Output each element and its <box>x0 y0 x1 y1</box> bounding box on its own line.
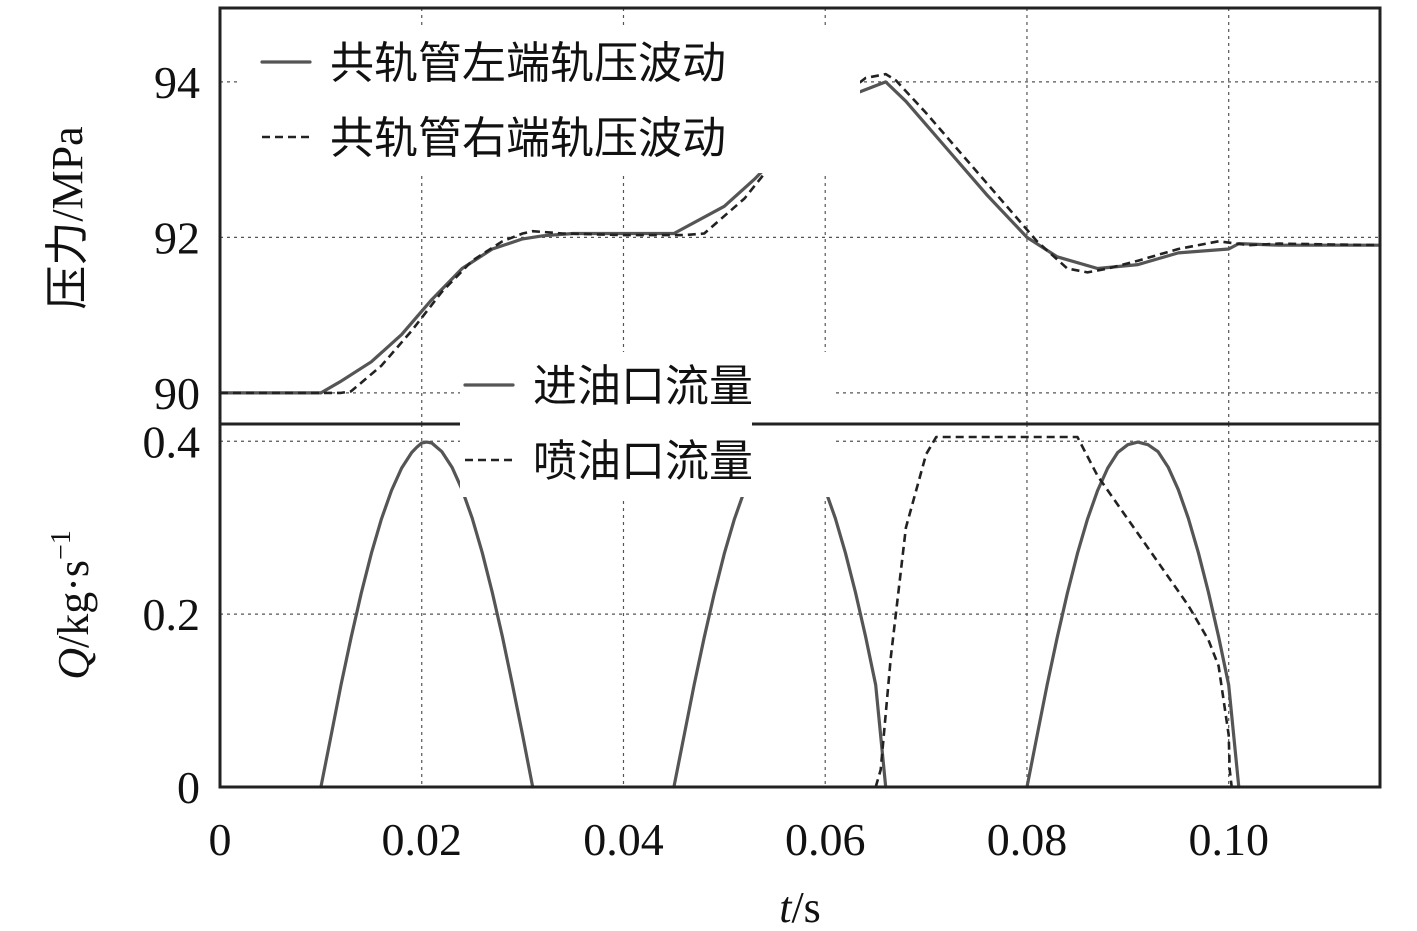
bottom-y-axis-title-symbol: Q <box>49 648 98 680</box>
x-tick-label: 0.06 <box>785 814 866 865</box>
top-y-tick-label: 90 <box>154 368 200 419</box>
x-tick-label: 0.08 <box>987 814 1068 865</box>
bottom-y-tick-label: 0.2 <box>143 589 201 640</box>
bottom-legend-label-1: 进油口流量 <box>533 361 753 412</box>
x-tick-label: 0.02 <box>381 814 462 865</box>
bottom-y-tick-label: 0 <box>177 762 200 813</box>
bottom-legend: 进油口流量 喷油口流量 <box>460 352 835 497</box>
bottom-y-axis-title-unit: /kg·s <box>49 560 98 648</box>
x-tick-labels: 0 0.02 0.04 0.06 0.08 0.10 <box>209 814 1269 865</box>
bottom-y-axis-title-exponent: −1 <box>46 530 77 560</box>
top-legend-label-1: 共轨管左端轨压波动 <box>330 38 726 89</box>
top-legend-background <box>240 28 860 173</box>
x-tick-label: 0.10 <box>1188 814 1269 865</box>
x-axis-title-symbol: t <box>779 883 793 931</box>
x-tick-label: 0.04 <box>583 814 664 865</box>
top-legend-label-2: 共轨管右端轨压波动 <box>330 113 726 164</box>
bottom-y-tick-labels: 0 0.2 0.4 <box>143 416 201 813</box>
top-y-tick-label: 94 <box>154 57 200 108</box>
top-y-tick-labels: 90 92 94 <box>154 57 200 419</box>
bottom-legend-label-2: 喷油口流量 <box>533 436 753 487</box>
plot-frame <box>218 6 1382 789</box>
top-panel-gridlines <box>220 8 1380 424</box>
top-y-tick-label: 92 <box>154 212 200 263</box>
top-legend: 共轨管左端轨压波动 共轨管右端轨压波动 <box>240 28 860 173</box>
x-axis-title-unit: /s <box>791 883 820 931</box>
x-tick-label: 0 <box>209 814 232 865</box>
bottom-panel-gridlines <box>220 424 1380 787</box>
top-y-axis-title: 压力/MPa <box>43 126 92 309</box>
x-axis-title: t/s <box>779 883 821 931</box>
bottom-y-tick-label: 0.4 <box>143 416 201 467</box>
bottom-y-axis-title: Q/kg·s−1 <box>46 530 98 680</box>
bottom-series-line-2 <box>874 435 1233 788</box>
